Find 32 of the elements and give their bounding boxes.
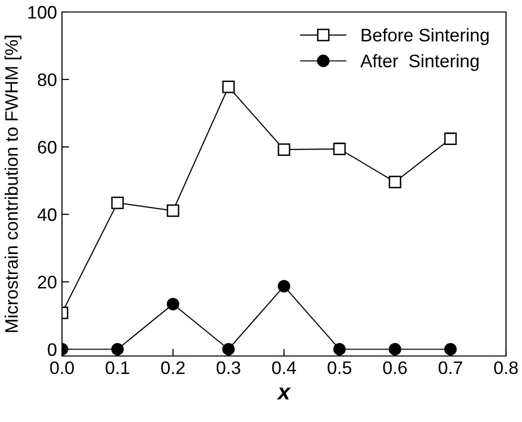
x-tick-label: 0.8 xyxy=(494,361,518,374)
point xyxy=(388,343,402,356)
x-tick-label: 0.6 xyxy=(383,361,407,374)
point xyxy=(333,343,346,356)
y-axis-title: Microstrain contribution to FWHM [%] xyxy=(4,36,22,332)
point xyxy=(166,298,180,310)
y-tick-label: 20 xyxy=(38,276,56,289)
x-tick-label: 0.1 xyxy=(106,361,130,374)
legend-label: After Sintering xyxy=(360,54,479,71)
legend-label: Before Sintering xyxy=(362,28,489,46)
x-tick-label: 0.2 xyxy=(161,361,185,374)
point xyxy=(278,280,290,292)
point xyxy=(222,343,235,356)
x-tick-label: 0.3 xyxy=(216,361,240,374)
x-tick-label: 0.5 xyxy=(328,361,352,374)
x-axis-title: x xyxy=(276,388,291,400)
point xyxy=(278,143,290,156)
y-tick-label: 60 xyxy=(38,140,56,154)
x-tick-label: 0.0 xyxy=(50,361,74,374)
point xyxy=(222,80,235,94)
x-tick-label: 0.7 xyxy=(438,361,462,374)
x-tick-label: 0.4 xyxy=(272,361,296,374)
point xyxy=(333,142,346,156)
point xyxy=(111,343,124,356)
y-tick-label: 80 xyxy=(38,73,56,86)
y-tick-label: 40 xyxy=(37,208,56,222)
y-tick-label: 100 xyxy=(28,6,56,19)
point xyxy=(388,176,402,188)
point xyxy=(111,196,124,210)
y-tick-label: 0 xyxy=(48,343,56,356)
point xyxy=(444,132,457,146)
point xyxy=(166,204,180,217)
